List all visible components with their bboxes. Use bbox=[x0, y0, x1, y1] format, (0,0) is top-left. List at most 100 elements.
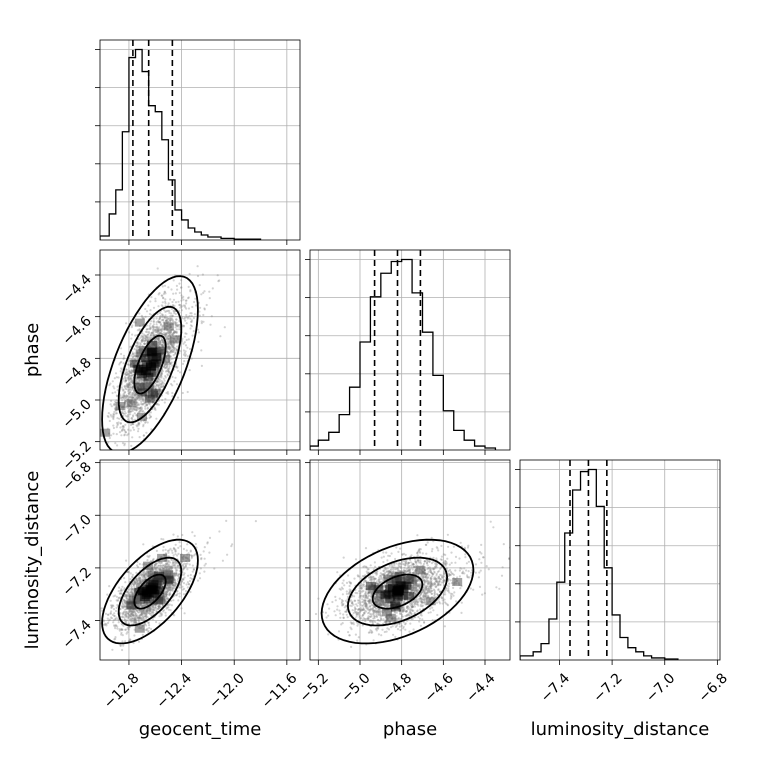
scatter-point bbox=[138, 577, 142, 580]
scatter-point bbox=[158, 331, 161, 334]
scatter-point bbox=[113, 615, 116, 618]
scatter-point bbox=[151, 605, 154, 609]
scatter-point bbox=[107, 621, 110, 625]
scatter-point bbox=[133, 393, 137, 396]
scatter-point bbox=[136, 616, 139, 619]
scatter-point bbox=[113, 410, 116, 414]
scatter-point bbox=[110, 606, 113, 609]
scatter-point bbox=[152, 332, 155, 335]
scatter-point bbox=[138, 409, 141, 412]
scatter-point bbox=[132, 393, 135, 396]
scatter-point bbox=[169, 319, 172, 322]
scatter-point bbox=[125, 368, 128, 371]
scatter-point bbox=[106, 617, 109, 620]
scatter-point bbox=[131, 381, 134, 384]
scatter-point bbox=[134, 620, 138, 624]
scatter-point bbox=[160, 332, 163, 335]
scatter-point bbox=[184, 354, 187, 357]
scatter-point bbox=[128, 377, 131, 380]
scatter-point bbox=[145, 615, 148, 618]
scatter-point bbox=[143, 342, 146, 345]
scatter-point bbox=[130, 370, 134, 373]
scatter-point bbox=[164, 370, 168, 373]
scatter-point bbox=[137, 611, 141, 614]
scatter-point bbox=[157, 336, 160, 339]
scatter-point bbox=[166, 564, 170, 567]
scatter-point bbox=[135, 395, 138, 398]
scatter-point bbox=[151, 559, 154, 563]
scatter-point bbox=[132, 621, 136, 624]
scatter-point bbox=[182, 582, 186, 585]
scatter-point bbox=[141, 614, 144, 617]
scatter-point bbox=[132, 583, 135, 586]
scatter-point bbox=[125, 594, 128, 598]
scatter-point bbox=[125, 596, 128, 599]
scatter-point bbox=[146, 337, 149, 340]
scatter-point bbox=[158, 343, 161, 346]
scatter-point bbox=[159, 605, 162, 608]
scatter-point bbox=[113, 404, 116, 407]
scatter-point bbox=[202, 320, 205, 323]
scatter-point bbox=[144, 338, 147, 341]
scatter-point bbox=[166, 335, 169, 338]
scatter-point bbox=[161, 344, 164, 347]
scatter-point bbox=[131, 333, 134, 336]
scatter-point bbox=[145, 603, 148, 606]
scatter-point bbox=[164, 333, 168, 336]
scatter-point bbox=[174, 543, 177, 546]
scatter-point bbox=[123, 600, 126, 603]
scatter-point bbox=[138, 584, 141, 587]
scatter-point bbox=[174, 331, 178, 334]
scatter-point bbox=[167, 342, 170, 346]
scatter-point bbox=[167, 317, 170, 320]
scatter-point bbox=[131, 612, 134, 615]
scatter-point bbox=[170, 312, 173, 315]
scatter-point bbox=[157, 340, 160, 343]
scatter-point bbox=[167, 606, 170, 609]
scatter-point bbox=[97, 370, 99, 372]
scatter-point bbox=[130, 326, 133, 329]
scatter-point bbox=[190, 554, 193, 557]
density-cell bbox=[144, 394, 155, 403]
scatter-point bbox=[116, 423, 119, 426]
scatter-point bbox=[115, 433, 118, 436]
scatter-point bbox=[156, 380, 160, 383]
scatter-point bbox=[178, 541, 181, 544]
scatter-point bbox=[138, 422, 141, 425]
scatter-point bbox=[142, 609, 145, 612]
scatter-point bbox=[170, 549, 173, 552]
scatter-point bbox=[167, 341, 171, 344]
scatter-point bbox=[162, 297, 165, 300]
scatter-point bbox=[181, 585, 184, 588]
scatter-point bbox=[135, 424, 138, 427]
scatter-point bbox=[140, 403, 144, 406]
scatter-point bbox=[178, 595, 181, 598]
scatter-point bbox=[134, 392, 137, 395]
scatter-point bbox=[104, 622, 107, 626]
scatter-point bbox=[140, 340, 143, 343]
scatter-point bbox=[128, 382, 131, 385]
scatter-point bbox=[137, 422, 141, 425]
scatter-point bbox=[155, 384, 158, 387]
scatter-point bbox=[132, 356, 135, 359]
scatter-point bbox=[140, 573, 143, 576]
scatter-point bbox=[137, 430, 140, 433]
scatter-point bbox=[172, 547, 175, 550]
scatter-point bbox=[112, 412, 115, 416]
scatter-point bbox=[208, 297, 211, 300]
scatter-point bbox=[200, 557, 203, 560]
scatter-point bbox=[132, 593, 135, 596]
scatter-point bbox=[135, 376, 138, 379]
density-cell bbox=[135, 349, 146, 358]
scatter-point bbox=[172, 332, 175, 335]
scatter-point bbox=[159, 568, 162, 571]
scatter-point bbox=[149, 610, 152, 613]
scatter-point bbox=[113, 403, 116, 406]
scatter-point bbox=[150, 296, 153, 299]
scatter-point bbox=[185, 299, 188, 302]
scatter-point bbox=[153, 566, 156, 569]
scatter-point bbox=[122, 610, 125, 613]
density-cell bbox=[145, 362, 156, 371]
scatter-point bbox=[124, 373, 127, 376]
